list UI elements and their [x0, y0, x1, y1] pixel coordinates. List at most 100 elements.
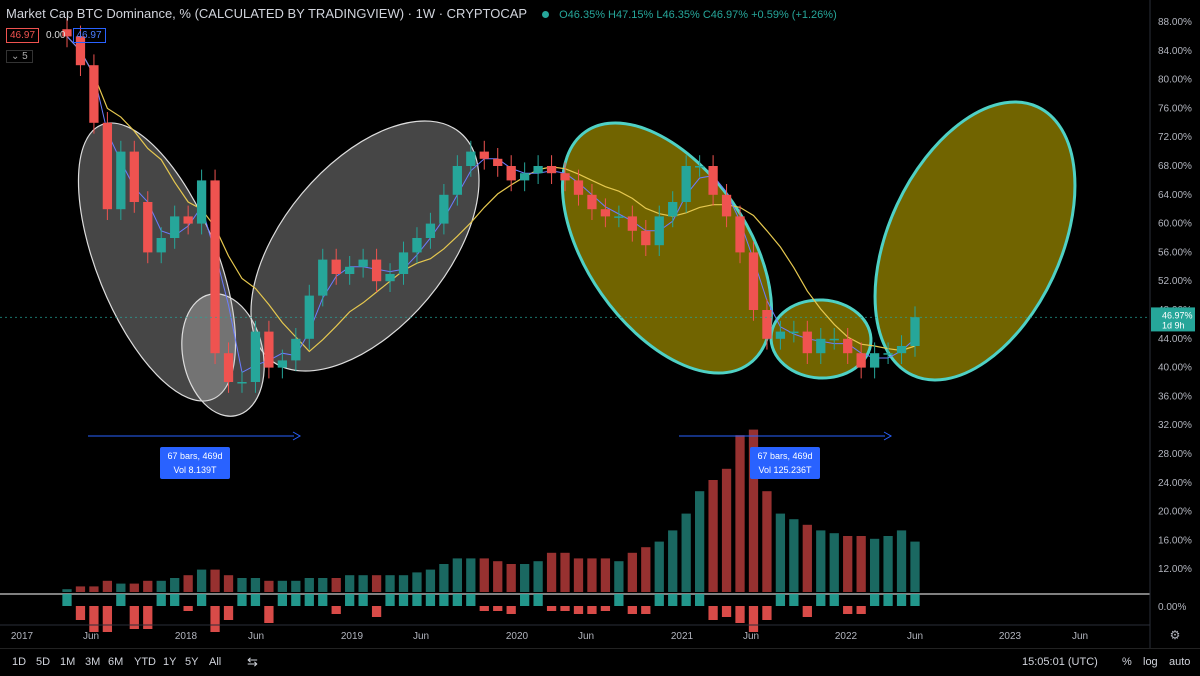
volume-bar	[493, 561, 503, 592]
price-tick-label: 60.00%	[1158, 219, 1192, 230]
range-6m-button[interactable]: 6M	[108, 656, 124, 668]
measure-label-line2: Vol 8.139T	[173, 465, 217, 475]
price-tick-label: 16.00%	[1158, 535, 1192, 546]
volume-bar	[345, 575, 355, 592]
oscillator-bar	[762, 606, 772, 620]
price-tick-label: 12.00%	[1158, 564, 1192, 575]
volume-bar	[600, 558, 611, 592]
goto-date-icon[interactable]: ⇆	[247, 654, 258, 669]
oscillator-bar	[506, 606, 516, 614]
candle-body	[264, 331, 274, 368]
oscillator-bar	[170, 594, 180, 606]
volume-bar	[156, 580, 166, 592]
range-5d-button[interactable]: 5D	[36, 656, 51, 668]
volume-bar	[681, 513, 691, 592]
collapse-indicators-button[interactable]: ⌄ 5	[6, 50, 33, 63]
volume-bar	[708, 480, 718, 592]
range-5y-button[interactable]: 5Y	[185, 656, 199, 668]
oscillator-bar	[600, 606, 611, 611]
volume-bar	[102, 580, 113, 592]
oscillator-bar	[210, 606, 220, 632]
candle-body	[89, 65, 99, 123]
pattern-ellipse	[181, 293, 265, 417]
candle-body	[466, 151, 476, 166]
oscillator-bar	[587, 606, 597, 614]
oscillator-bar	[533, 594, 543, 606]
range-all-button[interactable]: All	[209, 656, 222, 668]
candle-body	[520, 173, 530, 181]
time-axis[interactable]: 2017 Jun 2018 Jun 2019 Jun 2020 Jun 2021 Jun 2022 J…	[0, 624, 1181, 642]
candle-body	[856, 353, 866, 368]
volume-bar	[196, 569, 207, 592]
candle-body	[600, 209, 611, 217]
oscillator-bar	[748, 606, 759, 632]
candle-body	[250, 331, 261, 382]
range-3m-button[interactable]: 3M	[85, 656, 101, 668]
time-tick-label: 2017	[11, 631, 34, 642]
volume-bar	[829, 533, 839, 592]
oscillator-bar	[452, 594, 462, 606]
oscillator-bar	[143, 606, 153, 629]
volume-bar	[762, 491, 772, 592]
candle-body	[331, 259, 341, 274]
candle-body	[358, 259, 368, 267]
oscillator-bar	[493, 606, 503, 611]
volume-bar	[627, 552, 637, 592]
measure-label-box	[750, 447, 820, 479]
candle-body	[560, 173, 570, 181]
candle-body	[398, 252, 409, 274]
candle-body	[479, 151, 489, 159]
oscillator-bar	[304, 594, 314, 606]
oscillator-bar	[573, 606, 584, 614]
candle-body	[116, 151, 126, 210]
measure-tools[interactable]: 67 bars, 469d Vol 8.139T 67 bars, 469d Vol …	[88, 431, 893, 479]
candle-body	[291, 338, 301, 361]
volume-bar	[250, 578, 261, 592]
auto-toggle[interactable]: auto	[1169, 656, 1191, 668]
oscillator-bar	[654, 594, 664, 606]
oscillator-bar	[385, 594, 395, 606]
chart-settings-gear-icon[interactable]: ⚙	[1170, 628, 1181, 642]
candle-body	[412, 238, 422, 253]
indicator-value-red: 46.97	[6, 27, 40, 43]
volume-bar	[210, 569, 220, 592]
price-tick-label: 84.00%	[1158, 46, 1192, 57]
oscillator-bar	[412, 594, 422, 606]
measure-label-line1: 67 bars, 469d	[167, 451, 222, 461]
price-axis[interactable]: 88.00% 84.00% 80.00% 76.00% 72.00% 68.00% 64.0…	[0, 0, 1195, 648]
volume-bar	[183, 575, 193, 592]
oscillator-bar	[371, 606, 382, 617]
indicator-value-blue: 46.97	[72, 27, 106, 43]
volume-bar	[506, 564, 516, 592]
price-tick-label: 32.00%	[1158, 420, 1192, 431]
candle-body	[385, 274, 395, 282]
market-status-icon	[542, 10, 550, 18]
candle-body	[735, 216, 745, 253]
range-ytd-button[interactable]: YTD	[134, 656, 156, 668]
oscillator-bar	[398, 594, 409, 606]
pattern-ellipse	[560, 121, 774, 375]
candle-body	[425, 223, 436, 238]
volume-bar	[856, 536, 866, 592]
log-toggle[interactable]: log	[1143, 656, 1158, 668]
range-1m-button[interactable]: 1M	[60, 656, 76, 668]
candle-body	[318, 259, 328, 296]
price-tick-label: 40.00%	[1158, 363, 1192, 374]
range-1y-button[interactable]: 1Y	[163, 656, 177, 668]
oscillator-bar	[439, 594, 449, 606]
oscillator-bar	[546, 606, 557, 611]
oscillator-histogram	[0, 593, 1150, 632]
volume-bar	[896, 530, 907, 592]
candle-body	[210, 180, 220, 354]
chevron-down-icon: ⌄	[11, 51, 20, 62]
oscillator-bar	[856, 606, 866, 614]
percent-toggle[interactable]: %	[1122, 656, 1132, 668]
oscillator-bar	[627, 606, 637, 614]
candle-body	[883, 353, 893, 355]
range-1d-button[interactable]: 1D	[12, 656, 27, 668]
volume-bar	[560, 552, 570, 592]
price-tick-label: 44.00%	[1158, 334, 1192, 345]
volume-bars	[62, 429, 920, 592]
oscillator-bar	[183, 606, 193, 611]
